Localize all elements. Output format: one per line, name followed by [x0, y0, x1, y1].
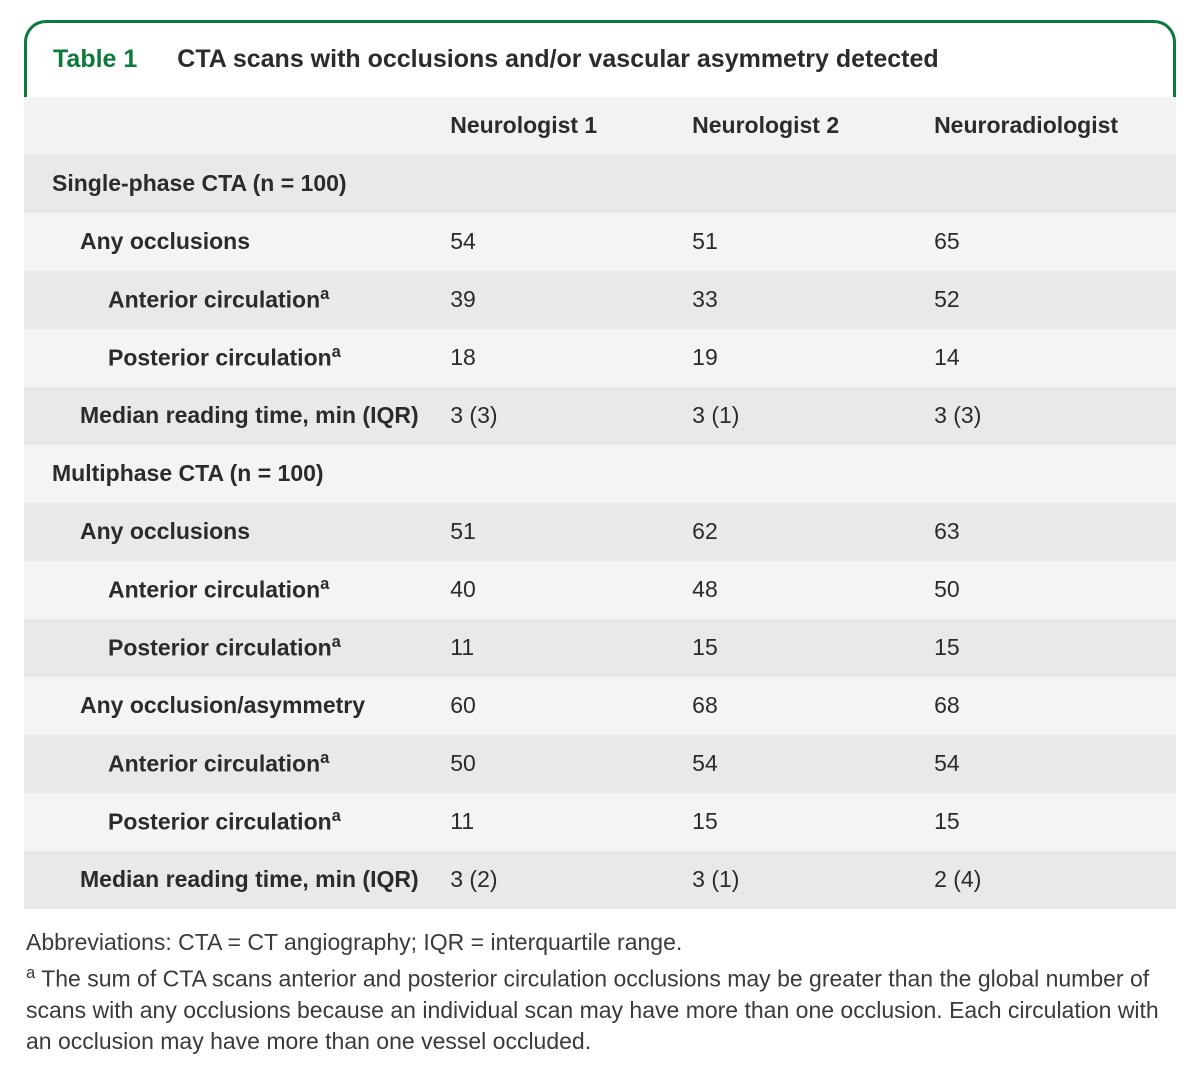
cell-value: 11 [450, 793, 692, 851]
cell-value: 3 (1) [692, 387, 934, 445]
cell-value [450, 445, 692, 503]
table-title-bar: Table 1 CTA scans with occlusions and/or… [24, 20, 1176, 97]
superscript-a: a [320, 574, 329, 593]
cell-value: 39 [450, 271, 692, 329]
cell-value: 48 [692, 561, 934, 619]
cell-value: 3 (2) [450, 851, 692, 909]
table-row: Multiphase CTA (n = 100) [24, 445, 1176, 503]
cell-value: 33 [692, 271, 934, 329]
row-label: Multiphase CTA (n = 100) [24, 445, 450, 503]
cell-value [692, 155, 934, 213]
cell-value: 50 [934, 561, 1176, 619]
cell-value [934, 155, 1176, 213]
row-label: Any occlusions [24, 503, 450, 561]
table-row: Anterior circulationa404850 [24, 561, 1176, 619]
table-row: Any occlusions516263 [24, 503, 1176, 561]
cell-value: 63 [934, 503, 1176, 561]
cell-value: 68 [692, 677, 934, 735]
cell-value: 50 [450, 735, 692, 793]
row-label: Posterior circulationa [24, 329, 450, 387]
row-label: Anterior circulationa [24, 271, 450, 329]
cell-value: 68 [934, 677, 1176, 735]
table-body: Single-phase CTA (n = 100)Any occlusions… [24, 155, 1176, 909]
table-row: Median reading time, min (IQR)3 (3)3 (1)… [24, 387, 1176, 445]
row-label: Median reading time, min (IQR) [24, 851, 450, 909]
footnotes: Abbreviations: CTA = CT angiography; IQR… [24, 909, 1176, 1057]
cell-value [692, 445, 934, 503]
cell-value: 15 [934, 619, 1176, 677]
row-label: Posterior circulationa [24, 793, 450, 851]
cell-value: 2 (4) [934, 851, 1176, 909]
row-label: Median reading time, min (IQR) [24, 387, 450, 445]
superscript-a: a [332, 806, 341, 825]
cell-value: 14 [934, 329, 1176, 387]
cell-value: 19 [692, 329, 934, 387]
footnote-a-text: The sum of CTA scans anterior and poster… [26, 965, 1159, 1053]
table-row: Median reading time, min (IQR)3 (2)3 (1)… [24, 851, 1176, 909]
table-row: Any occlusion/asymmetry606868 [24, 677, 1176, 735]
cell-value: 54 [934, 735, 1176, 793]
row-label: Anterior circulationa [24, 561, 450, 619]
table-row: Anterior circulationa393352 [24, 271, 1176, 329]
footnote-a-marker: a [26, 963, 35, 982]
cell-value: 40 [450, 561, 692, 619]
cell-value: 51 [692, 213, 934, 271]
cell-value [450, 155, 692, 213]
row-label: Any occlusion/asymmetry [24, 677, 450, 735]
table-row: Posterior circulationa181914 [24, 329, 1176, 387]
cell-value: 3 (3) [450, 387, 692, 445]
table-row: Any occlusions545165 [24, 213, 1176, 271]
row-label: Any occlusions [24, 213, 450, 271]
table-header-row: Neurologist 1 Neurologist 2 Neuroradiolo… [24, 97, 1176, 155]
cell-value: 54 [692, 735, 934, 793]
cell-value: 15 [934, 793, 1176, 851]
table-row: Anterior circulationa505454 [24, 735, 1176, 793]
row-label: Single-phase CTA (n = 100) [24, 155, 450, 213]
table-row: Posterior circulationa111515 [24, 619, 1176, 677]
row-label: Posterior circulationa [24, 619, 450, 677]
data-table: Neurologist 1 Neurologist 2 Neuroradiolo… [24, 97, 1176, 909]
cell-value: 60 [450, 677, 692, 735]
cell-value: 3 (3) [934, 387, 1176, 445]
table-row: Posterior circulationa111515 [24, 793, 1176, 851]
table-label: Table 1 [53, 43, 137, 77]
cell-value: 15 [692, 619, 934, 677]
footnote-a: a The sum of CTA scans anterior and post… [26, 962, 1174, 1057]
cell-value: 51 [450, 503, 692, 561]
abbreviations-line: Abbreviations: CTA = CT angiography; IQR… [26, 927, 1174, 958]
col-neuroradiologist: Neuroradiologist [934, 97, 1176, 155]
superscript-a: a [332, 632, 341, 651]
col-neurologist-2: Neurologist 2 [692, 97, 934, 155]
cell-value [934, 445, 1176, 503]
cell-value: 52 [934, 271, 1176, 329]
cell-value: 3 (1) [692, 851, 934, 909]
table-row: Single-phase CTA (n = 100) [24, 155, 1176, 213]
col-neurologist-1: Neurologist 1 [450, 97, 692, 155]
row-label: Anterior circulationa [24, 735, 450, 793]
cell-value: 65 [934, 213, 1176, 271]
superscript-a: a [320, 748, 329, 767]
cell-value: 54 [450, 213, 692, 271]
superscript-a: a [320, 284, 329, 303]
superscript-a: a [332, 342, 341, 361]
col-blank [24, 97, 450, 155]
table-container: Table 1 CTA scans with occlusions and/or… [24, 20, 1176, 1057]
table-title: CTA scans with occlusions and/or vascula… [177, 43, 938, 77]
cell-value: 62 [692, 503, 934, 561]
cell-value: 15 [692, 793, 934, 851]
cell-value: 11 [450, 619, 692, 677]
cell-value: 18 [450, 329, 692, 387]
